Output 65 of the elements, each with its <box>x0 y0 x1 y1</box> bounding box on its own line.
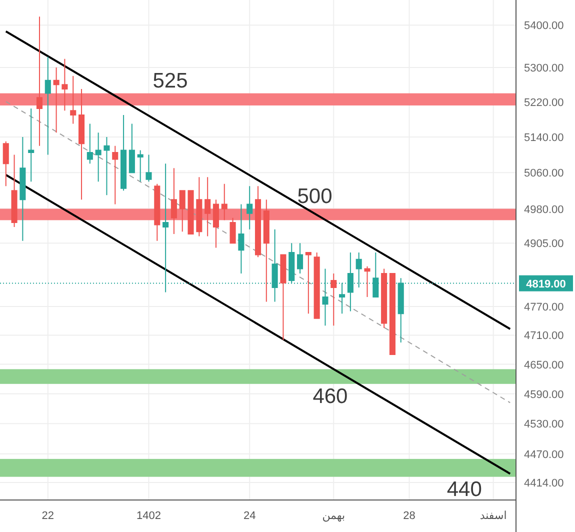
candlestick <box>297 242 304 274</box>
candlestick <box>280 254 286 341</box>
candlestick <box>364 266 370 298</box>
candlestick <box>162 163 169 293</box>
candlestick <box>221 183 228 221</box>
y-tick-label: 4414.00 <box>524 477 564 490</box>
band-label: 460 <box>312 384 348 408</box>
candlestick <box>78 88 85 200</box>
candlestick <box>314 252 320 319</box>
x-tick-label: اسفند <box>480 510 507 522</box>
candlestick <box>170 168 177 234</box>
candlestick <box>154 183 160 242</box>
y-tick-label: 4710.00 <box>524 330 564 342</box>
candlestick <box>204 176 211 237</box>
candlestick <box>146 154 152 182</box>
y-tick-label: 4770.00 <box>524 301 564 314</box>
candlestick <box>128 123 135 174</box>
ref-line-label: 4819.00 <box>526 278 566 290</box>
x-tick-label: 24 <box>243 510 256 522</box>
y-tick-label: 5060.00 <box>524 168 564 180</box>
candlestick <box>70 76 76 124</box>
candlestick <box>120 114 127 192</box>
candlestick <box>86 123 93 164</box>
candlestick <box>179 190 186 232</box>
candlestick <box>28 108 34 182</box>
candlestick <box>62 58 68 112</box>
candlestick <box>20 136 26 242</box>
candlestick <box>2 140 9 187</box>
candlestick <box>44 56 51 156</box>
y-tick-label: 5140.00 <box>524 132 564 144</box>
candlestick <box>238 204 244 274</box>
band-label: 525 <box>152 69 188 92</box>
x-tick-label: بهمن <box>322 510 346 522</box>
candlestick <box>246 186 253 230</box>
y-tick-label: 5300.00 <box>524 62 564 74</box>
candlestick <box>11 154 18 228</box>
candlestick <box>381 268 388 328</box>
y-tick-label: 4980.00 <box>524 204 564 216</box>
x-tick-label: 22 <box>42 510 54 522</box>
y-tick-label: 4530.00 <box>524 418 564 431</box>
y-tick-label: 5220.00 <box>524 96 564 109</box>
y-tick-label: 5400.00 <box>524 20 564 32</box>
candlestick <box>212 199 219 248</box>
candlestick <box>188 190 194 234</box>
candlestick <box>196 176 202 237</box>
candlestick <box>389 272 396 356</box>
y-tick-label: 4650.00 <box>524 359 564 372</box>
band-label: 440 <box>446 478 482 501</box>
candlestick <box>263 199 270 302</box>
candlestick <box>36 16 43 146</box>
candlestick <box>254 186 262 258</box>
candlestick <box>53 66 60 134</box>
x-tick-label: 1402 <box>136 510 161 522</box>
candlestick <box>112 145 118 205</box>
candlestick <box>137 150 144 182</box>
x-tick-label: 28 <box>403 510 416 522</box>
candlestick <box>330 272 337 326</box>
candlestick <box>305 252 312 314</box>
y-tick-label: 4470.00 <box>524 448 564 461</box>
candlestick <box>95 132 102 182</box>
y-tick-label: 4590.00 <box>524 388 564 401</box>
band-label: 500 <box>297 184 332 208</box>
candlestick <box>230 217 236 244</box>
y-tick-label: 4905.00 <box>524 238 564 250</box>
candlestick <box>104 136 110 196</box>
